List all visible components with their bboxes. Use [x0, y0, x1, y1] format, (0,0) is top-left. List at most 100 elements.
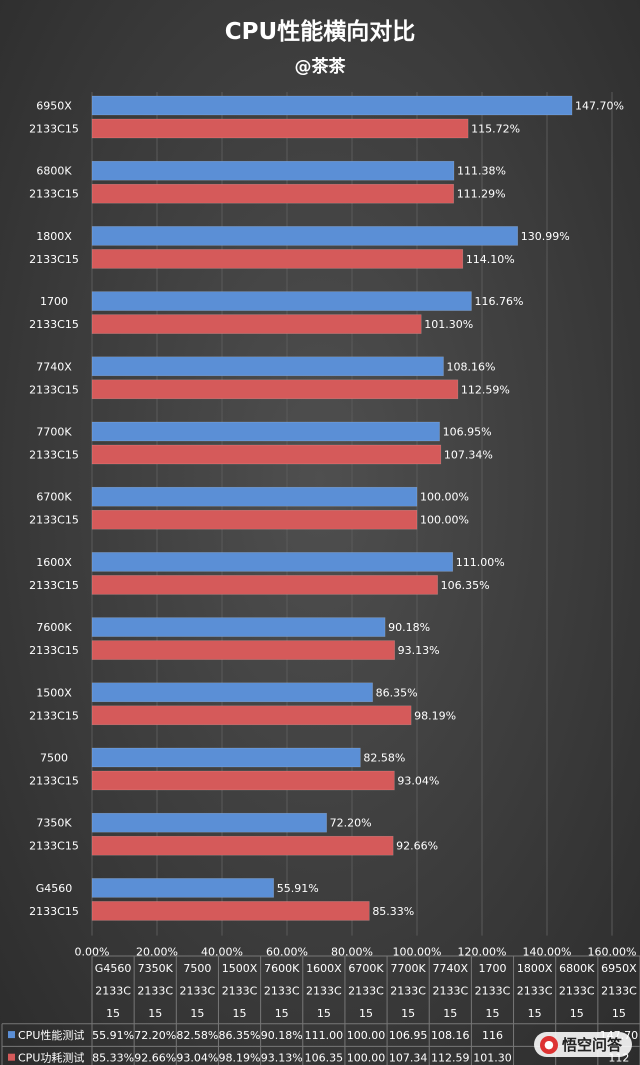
table-cell: 98.19% [219, 1052, 261, 1065]
data-label: 111.38% [457, 165, 506, 178]
table-header-cell: 6800K [559, 962, 595, 975]
x-tick-label: 160.00% [588, 946, 637, 959]
bar-power [91, 770, 395, 791]
x-tick-label: 40.00% [201, 946, 243, 959]
bar-performance [91, 291, 472, 311]
table-cell: 100.00 [347, 1052, 386, 1065]
data-label: 112.59% [461, 383, 510, 396]
table-header-cell: 6700K [348, 962, 384, 975]
table-header-cell: 7700K [391, 962, 427, 975]
table-header-cell: 7350K [138, 962, 174, 975]
data-label: 93.04% [397, 775, 439, 788]
bar-power [91, 118, 469, 139]
data-label: 114.10% [466, 253, 515, 266]
data-label: 130.99% [521, 230, 570, 243]
table-header-cell: 7500 [183, 962, 211, 975]
bar-power [91, 444, 442, 465]
category-label: 2133C15 [29, 514, 79, 527]
bar-performance [91, 617, 386, 637]
table-header-cell: 15 [275, 1007, 289, 1020]
bar-performance [91, 747, 361, 768]
table-cell: 93.13% [261, 1052, 303, 1065]
bar-performance [91, 682, 373, 703]
data-label: 101.30% [424, 318, 473, 331]
category-label: 2133C15 [29, 579, 79, 592]
table-header-cell: 2133C [222, 985, 258, 998]
bar-power [91, 575, 438, 595]
table-cell: 111.00 [305, 1029, 344, 1042]
bar-performance [91, 878, 274, 898]
table-header-cell: 15 [233, 1007, 247, 1020]
table-header-cell: 1700 [478, 962, 506, 975]
table-header-cell: 2133C [306, 985, 342, 998]
table-header-cell: 6950X [601, 962, 637, 975]
table-cell: 55.91% [92, 1029, 134, 1042]
bar-performance [91, 160, 455, 181]
data-label: 100.00% [420, 491, 469, 504]
table-cell: 86.35% [219, 1029, 261, 1042]
table-header-cell: 15 [443, 1007, 457, 1020]
table-cell: 107.34 [389, 1052, 428, 1065]
bar-performance [91, 226, 518, 246]
category-label: 2133C15 [29, 644, 79, 657]
table-header-cell: 15 [612, 1007, 626, 1020]
data-label: 90.18% [388, 621, 430, 634]
x-tick-label: 120.00% [458, 946, 507, 959]
data-label: 86.35% [376, 686, 418, 699]
x-tick-label: 80.00% [331, 946, 373, 959]
table-header-cell: 1500X [222, 962, 258, 975]
speech-bubble-icon: ● [539, 1035, 558, 1054]
table-header-cell: 15 [528, 1007, 542, 1020]
table-cell: 106.35 [305, 1052, 344, 1065]
bar-performance [91, 421, 440, 442]
bar-power [91, 379, 459, 400]
data-label: 85.33% [372, 905, 414, 918]
table-header-cell: 7740X [433, 962, 469, 975]
table-header-cell: 15 [190, 1007, 204, 1020]
table-cell: 90.18% [261, 1029, 303, 1042]
table-cell: 82.58% [176, 1029, 218, 1042]
data-label: 111.00% [456, 556, 505, 569]
table-cell: 108.16 [431, 1029, 470, 1042]
table-header-cell: 15 [401, 1007, 415, 1020]
bar-power [91, 183, 454, 204]
data-label: 98.19% [414, 709, 456, 722]
table-cell: 106.95 [389, 1029, 428, 1042]
bar-performance [91, 95, 573, 116]
category-label: 6800K [36, 165, 72, 178]
table-header-cell: 2133C [517, 985, 553, 998]
category-label: 6700K [36, 491, 72, 504]
bar-power [91, 835, 394, 856]
bar-performance [91, 356, 444, 377]
category-label: 2133C15 [29, 253, 79, 266]
table-cell: 116 [482, 1029, 503, 1042]
table-header-cell: 2133C [601, 985, 637, 998]
legend-swatch [8, 1053, 15, 1061]
data-label: 111.29% [457, 188, 506, 201]
table-header-cell: 2133C [390, 985, 426, 998]
table-header-cell: 2133C [348, 985, 384, 998]
category-label: 2133C15 [29, 840, 79, 853]
table-header-cell: G4560 [95, 962, 132, 975]
table-cell: 112.59 [431, 1052, 470, 1065]
table-header-cell: 15 [359, 1007, 373, 1020]
data-label: 115.72% [471, 123, 520, 136]
data-label: 82.58% [363, 752, 405, 765]
table-header-cell: 7600K [264, 962, 300, 975]
category-label: 2133C15 [29, 318, 79, 331]
table-cell: 93.04% [176, 1052, 218, 1065]
x-tick-label: 60.00% [266, 946, 308, 959]
x-tick-label: 0.00% [75, 946, 110, 959]
category-label: 7500 [40, 752, 68, 765]
x-tick-label: 20.00% [136, 946, 178, 959]
category-label: 1800X [36, 230, 72, 243]
table-header-cell: 2133C [559, 985, 595, 998]
bar-performance [91, 486, 418, 507]
table-cell: 100.00 [347, 1029, 386, 1042]
category-label: G4560 [36, 882, 73, 895]
category-label: 2133C15 [29, 775, 79, 788]
table-header-cell: 2133C [137, 985, 173, 998]
data-label: 100.00% [420, 514, 469, 527]
legend-label: CPU功耗测试 [18, 1052, 84, 1065]
